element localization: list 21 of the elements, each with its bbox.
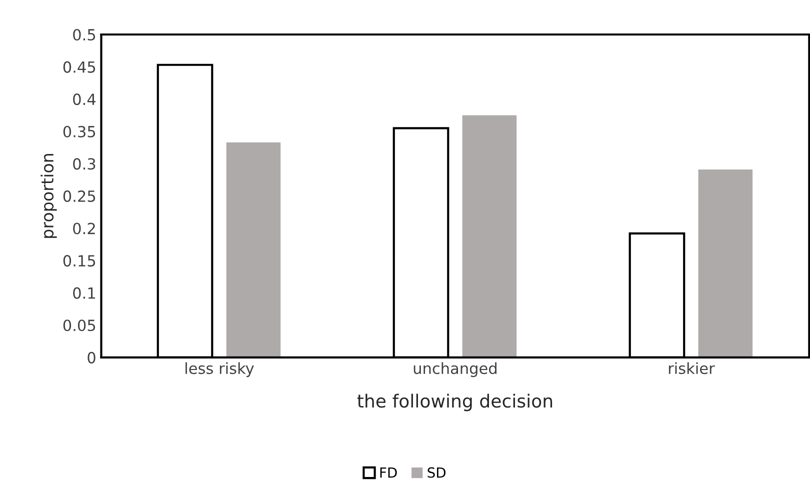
y-tick-label: 0 <box>88 352 96 364</box>
x-tick-label: less risky <box>186 362 254 378</box>
y-tick-label: 0.35 <box>63 126 96 138</box>
bar <box>462 115 517 358</box>
legend-label: SD <box>428 467 446 478</box>
y-tick-label: 0.15 <box>63 255 96 267</box>
y-axis-title: proportion <box>40 154 57 238</box>
y-tick-label: 0.25 <box>63 190 96 202</box>
x-axis-title: the following decision <box>357 394 552 412</box>
x-tick-label: riskier <box>668 362 715 374</box>
y-tick-label: 0.05 <box>63 320 96 332</box>
y-tick-label: 0.1 <box>73 287 95 299</box>
y-tick-label: 0.45 <box>63 61 96 73</box>
y-tick-label: 0.5 <box>73 28 96 41</box>
legend-label: FD <box>380 467 397 478</box>
y-tick-label: 0.3 <box>73 158 96 170</box>
bar <box>226 142 281 358</box>
y-tick-label: 0.4 <box>73 94 96 106</box>
y-tick-label: 0.2 <box>73 222 95 234</box>
x-tick-label: unchanged <box>414 362 496 378</box>
bar <box>698 169 753 358</box>
